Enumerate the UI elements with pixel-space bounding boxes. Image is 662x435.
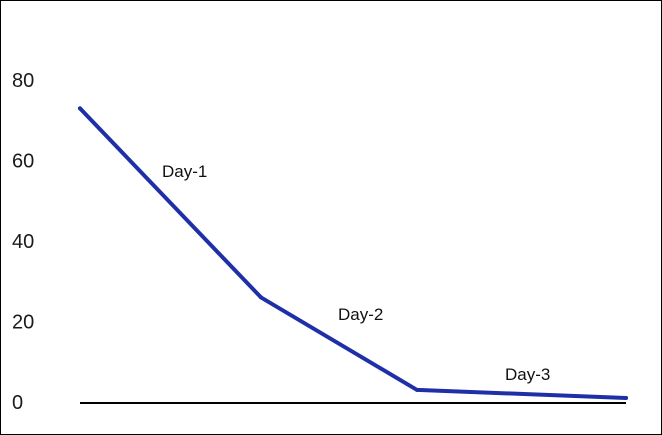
y-axis-tick-labels: 0 20 40 60 80 [12, 70, 34, 414]
y-tick-label: 40 [12, 231, 34, 253]
annotation-label: Day-2 [338, 305, 383, 324]
annotations: Day-1 Day-2 Day-3 [162, 162, 550, 384]
y-tick-label: 60 [12, 151, 34, 173]
data-point [78, 106, 82, 111]
data-points [78, 106, 628, 400]
annotation-label: Day-3 [505, 365, 550, 384]
y-tick-label: 80 [12, 70, 34, 92]
y-tick-label: 0 [12, 392, 23, 414]
data-point [415, 387, 419, 392]
y-tick-label: 20 [12, 312, 34, 334]
data-point [624, 395, 628, 400]
series-line [78, 106, 628, 400]
data-point [259, 295, 263, 300]
annotation-label: Day-1 [162, 162, 207, 181]
